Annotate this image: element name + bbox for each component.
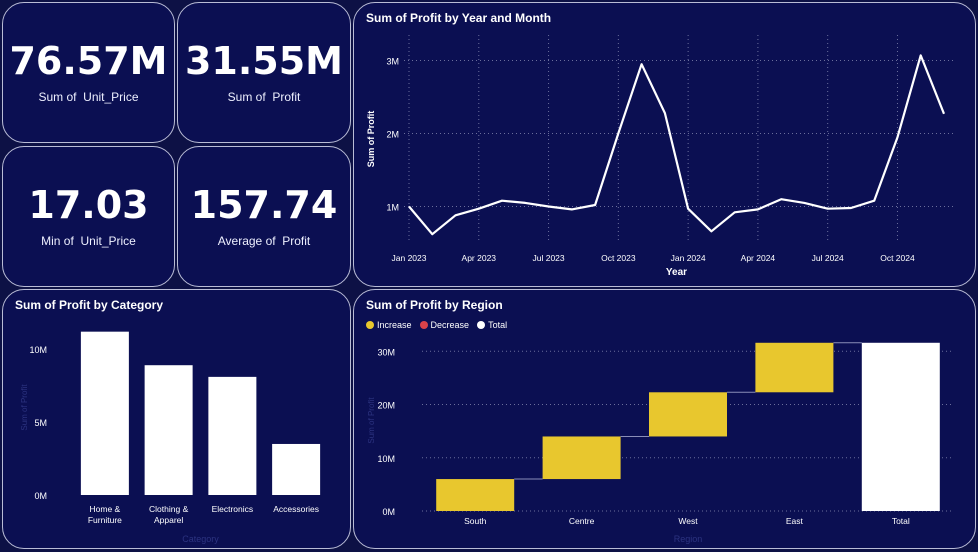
- x-axis-title: Category: [182, 534, 219, 544]
- x-tick-label: Accessories: [273, 504, 319, 514]
- x-axis-title: Region: [674, 534, 703, 544]
- legend-dot-icon: [366, 321, 374, 329]
- kpi-value: 31.55M: [184, 38, 343, 83]
- chart-title: Sum of Profit by Region: [366, 298, 503, 312]
- x-tick-label: Jul 2024: [812, 253, 844, 263]
- kpi-card-average-profit[interactable]: 157.74 Average of Profit: [177, 146, 351, 287]
- y-axis-title: Sum of Profit: [367, 397, 376, 444]
- kpi-label: Min of Unit_Price: [41, 233, 136, 248]
- x-tick-label: Furniture: [88, 515, 122, 525]
- waterfall-bar-2: [649, 392, 727, 437]
- y-tick-label: 0M: [382, 507, 395, 517]
- x-tick-label: Total: [892, 516, 910, 526]
- legend-item-increase[interactable]: Increase: [366, 320, 412, 330]
- waterfall-bar-0: [436, 479, 515, 511]
- x-axis-title: Year: [666, 267, 687, 278]
- legend-label: Increase: [377, 320, 412, 330]
- y-tick-label: 5M: [34, 418, 47, 428]
- y-axis-title: Sum of Profit: [20, 384, 29, 431]
- y-tick-label: 20M: [377, 401, 395, 411]
- chart-legend: Increase Decrease Total: [366, 320, 507, 330]
- legend-dot-icon: [477, 321, 486, 329]
- line-chart-panel[interactable]: Sum of Profit by Year and Month 1M 2M 3M Ja…: [353, 2, 976, 287]
- kpi-value: 157.74: [190, 182, 338, 227]
- chart-title: Sum of Profit by Year and Month: [366, 11, 552, 25]
- x-tick-label: Oct 2023: [601, 253, 636, 263]
- y-tick-label: 3M: [386, 57, 399, 67]
- x-tick-label: Apr 2023: [462, 253, 497, 263]
- legend-label: Decrease: [430, 320, 470, 330]
- kpi-value: 17.03: [28, 182, 149, 227]
- kpi-label: Sum of Unit_Price: [38, 89, 139, 104]
- y-axis-title: Sum of Profit: [366, 111, 376, 168]
- x-tick-label: East: [786, 516, 804, 526]
- waterfall-bar-1: [542, 436, 621, 480]
- legend-dot-icon: [419, 321, 428, 329]
- kpi-label: Sum of Profit: [227, 89, 301, 104]
- x-tick-label: Oct 2024: [880, 253, 915, 263]
- kpi-card-min-unit-price[interactable]: 17.03 Min of Unit_Price: [2, 146, 175, 287]
- x-tick-label: Clothing &: [149, 504, 189, 514]
- y-tick-label: 0M: [34, 491, 47, 501]
- y-tick-label: 10M: [377, 454, 395, 464]
- kpi-card-sum-unit-price[interactable]: 76.57M Sum of Unit_Price: [2, 2, 175, 143]
- chart-title: Sum of Profit by Category: [15, 298, 164, 312]
- bar-2: [208, 376, 257, 495]
- x-tick-label: Centre: [569, 516, 595, 526]
- x-tick-label: Electronics: [212, 504, 254, 514]
- x-tick-label: Home &: [90, 504, 121, 514]
- x-tick-label: Jan 2023: [392, 253, 427, 263]
- bar-1: [144, 365, 193, 495]
- kpi-label: Average of Profit: [217, 233, 311, 248]
- x-tick-label: Apr 2024: [741, 253, 776, 263]
- x-tick-label: South: [464, 516, 486, 526]
- waterfall-chart[interactable]: 0M 10M 20M 30M South Centre West East Total Regio…: [354, 290, 976, 549]
- legend-label: Total: [488, 320, 508, 330]
- bar-0: [80, 331, 129, 495]
- kpi-value: 76.57M: [9, 38, 168, 83]
- x-tick-label: Apparel: [154, 515, 183, 525]
- legend-item-decrease[interactable]: Decrease: [419, 320, 470, 330]
- bar-3: [272, 443, 321, 495]
- waterfall-bar-3: [755, 342, 834, 393]
- y-tick-label: 30M: [377, 347, 395, 357]
- kpi-card-sum-profit[interactable]: 31.55M Sum of Profit: [177, 2, 351, 143]
- x-tick-label: West: [678, 516, 698, 526]
- series-line-sum-of-profit: [408, 54, 946, 236]
- y-tick-label: 1M: [386, 203, 399, 213]
- legend-item-total[interactable]: Total: [477, 320, 507, 330]
- bar-chart-panel[interactable]: Sum of Profit by Category 0M 5M 10M Home & F…: [2, 289, 351, 549]
- x-tick-label: Jul 2023: [532, 253, 564, 263]
- waterfall-bar-4: [861, 342, 940, 511]
- y-tick-label: 10M: [29, 345, 47, 355]
- bar-chart[interactable]: 0M 5M 10M Home &Furniture Clothing &Apparel E…: [3, 290, 351, 549]
- x-tick-label: Jan 2024: [671, 253, 706, 263]
- line-chart[interactable]: 1M 2M 3M Jan 2023 Apr 2023 Jul 2023 Oct 2023 Ja…: [354, 3, 976, 287]
- y-tick-label: 2M: [386, 130, 399, 140]
- waterfall-chart-panel[interactable]: Sum of Profit by Region Increase Decreas…: [353, 289, 976, 549]
